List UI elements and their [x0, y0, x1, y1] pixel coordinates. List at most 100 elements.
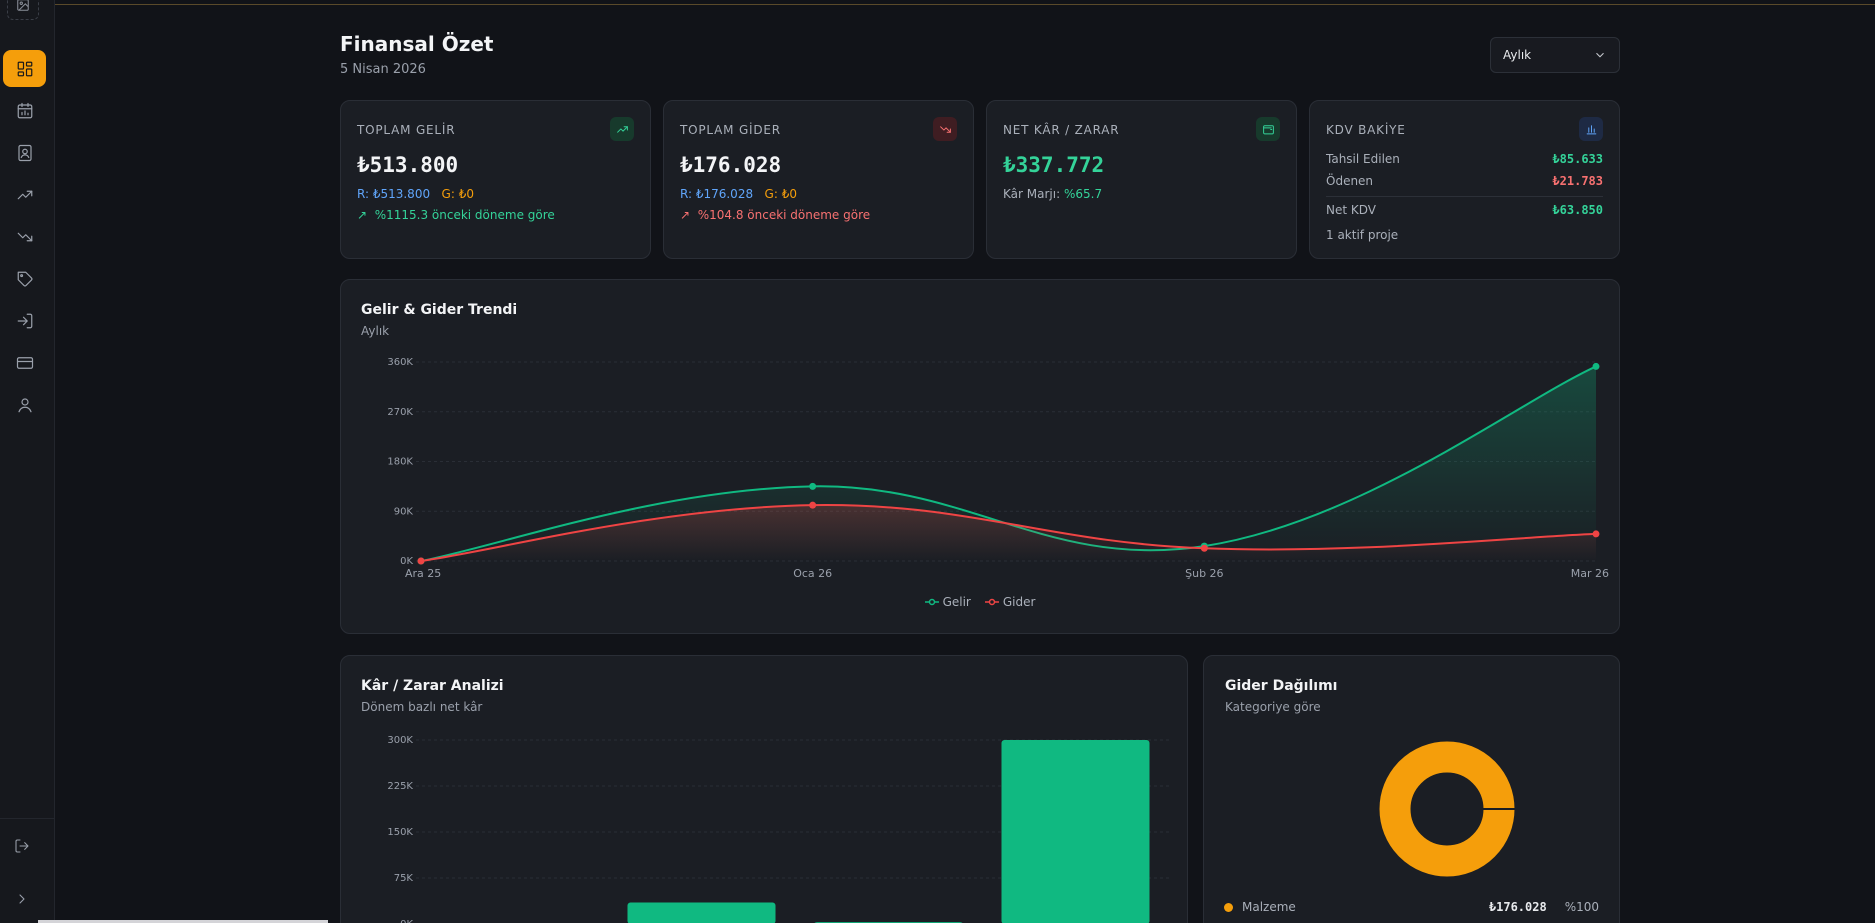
credit-card-icon[interactable] — [3, 344, 46, 381]
page-date: 5 Nisan 2026 — [340, 62, 426, 77]
pie-legend-item: Malzeme ₺176.028 %100 — [1224, 900, 1599, 914]
income-card: TOPLAM GELİR ₺513.800 R: ₺513.800 G: ₺0 … — [340, 100, 651, 259]
expense-distribution-subtitle: Kategoriye göre — [1225, 700, 1321, 714]
trend-x-tick: Şub 26 — [1185, 567, 1223, 580]
income-label: TOPLAM GELİR — [357, 123, 456, 137]
legend-item-gelir[interactable]: Gelir — [924, 595, 971, 609]
trend-chart-card: Gelir & Gider Trendi Aylık 0K 90K 180K 270K… — [340, 279, 1620, 634]
trend-line-gider — [420, 504, 1597, 562]
expense-distribution-title: Gider Dağılımı — [1225, 678, 1338, 694]
legend-item-gider[interactable]: Gider — [984, 595, 1036, 609]
arrow-up-right-icon: ↗ — [357, 208, 368, 222]
bar-y-tick: 75K — [394, 873, 414, 884]
logo-placeholder-icon[interactable] — [7, 0, 39, 20]
sidebar — [0, 0, 55, 923]
trending-down-icon — [933, 117, 957, 141]
trend-point-gider — [417, 557, 425, 565]
income-g: G: ₺0 — [441, 187, 474, 201]
profit-bar-chart: 0K 75K 150K 225K 300K — [387, 735, 1169, 923]
expense-label: TOPLAM GİDER — [680, 123, 781, 137]
net-profit-value: ₺337.772 — [1003, 153, 1105, 177]
trend-y-tick: 0K — [400, 556, 413, 567]
horizontal-scrollbar[interactable] — [38, 920, 328, 923]
chevron-down-icon — [1596, 52, 1604, 58]
pie-legend-value: ₺176.028 — [1488, 900, 1547, 914]
kdv-net-value: ₺63.850 — [1552, 203, 1603, 217]
profit-margin: Kâr Marjı: %65.7 — [1003, 187, 1102, 201]
bar-y-tick: 300K — [387, 735, 413, 746]
pie-legend-label: Malzeme — [1242, 900, 1296, 914]
pie-legend-pct: %100 — [1564, 900, 1599, 914]
trend-point-gider — [1200, 544, 1208, 552]
trending-up-icon[interactable] — [3, 176, 46, 213]
trend-chart-title: Gelir & Gider Trendi — [361, 302, 518, 318]
chevron-right-icon[interactable] — [12, 889, 32, 909]
kdv-card: KDV BAKİYE Tahsil Edilen ₺85.633 Ödenen … — [1309, 100, 1620, 259]
expense-donut-chart — [1379, 741, 1516, 877]
bar-y-tick: 0K — [400, 919, 413, 923]
arrow-up-right-icon: ↗ — [680, 208, 691, 222]
profit-margin-value: %65.7 — [1063, 187, 1103, 201]
net-profit-label: NET KÂR / ZARAR — [1003, 123, 1120, 137]
legend-dot-malzeme — [1224, 902, 1233, 912]
trend-point-gider — [809, 501, 817, 509]
kdv-projects: 1 aktif proje — [1326, 228, 1399, 242]
period-select-value: Aylık — [1503, 48, 1532, 62]
expense-trend-text: %104.8 önceki döneme göre — [697, 208, 871, 222]
page-title: Finansal Özet — [340, 32, 494, 56]
trending-up-icon — [610, 117, 634, 141]
kdv-collected-label: Tahsil Edilen — [1326, 152, 1400, 166]
income-trend-text: %1115.3 önceki döneme göre — [374, 208, 555, 222]
dashboard-icon[interactable] — [3, 50, 46, 87]
trend-y-tick: 270K — [387, 407, 413, 418]
kdv-collected-row: Tahsil Edilen ₺85.633 — [1326, 152, 1603, 166]
kdv-paid-value: ₺21.783 — [1552, 174, 1603, 188]
expense-g: G: ₺0 — [764, 187, 797, 201]
trend-y-tick: 360K — [387, 357, 413, 368]
trending-down-icon[interactable] — [3, 218, 46, 255]
bar-y-tick: 225K — [387, 781, 413, 792]
expense-trend: ↗ %104.8 önceki döneme göre — [680, 208, 870, 222]
trend-point-gider — [1592, 530, 1600, 538]
trend-chart-subtitle: Aylık — [361, 324, 390, 338]
contacts-book-icon[interactable] — [3, 134, 46, 171]
wallet-icon — [1256, 117, 1280, 141]
expense-breakdown: R: ₺176.028 G: ₺0 — [680, 187, 797, 201]
trend-y-tick: 180K — [387, 457, 413, 468]
legend-gider-icon — [984, 598, 999, 606]
period-select[interactable]: Aylık — [1490, 37, 1620, 73]
income-value: ₺513.800 — [357, 153, 459, 177]
user-icon[interactable] — [3, 386, 46, 423]
kdv-paid-row: Ödenen ₺21.783 — [1326, 174, 1603, 188]
income-breakdown: R: ₺513.800 G: ₺0 — [357, 187, 474, 201]
expense-value: ₺176.028 — [680, 153, 782, 177]
kdv-projects-row: 1 aktif proje — [1326, 228, 1603, 242]
expense-r: R: ₺176.028 — [680, 187, 754, 201]
kdv-label: KDV BAKİYE — [1326, 123, 1406, 137]
bar-chart-icon — [1579, 117, 1603, 141]
profit-analysis-subtitle: Dönem bazlı net kâr — [361, 700, 483, 714]
profit-bar — [1001, 740, 1150, 923]
net-profit-card: NET KÂR / ZARAR ₺337.772 Kâr Marjı: %65.… — [986, 100, 1297, 259]
sign-in-icon[interactable] — [3, 302, 46, 339]
trend-point-gelir — [1592, 362, 1600, 370]
calendar-chart-icon[interactable] — [3, 92, 46, 129]
kdv-divider — [1326, 196, 1603, 197]
profit-bar — [627, 902, 776, 923]
trend-point-gelir — [809, 482, 817, 490]
legend-gelir-label: Gelir — [942, 595, 971, 609]
sidebar-divider — [0, 818, 55, 819]
kdv-net-row: Net KDV ₺63.850 — [1326, 203, 1603, 217]
profit-margin-label: Kâr Marjı: — [1003, 187, 1061, 201]
logout-icon[interactable] — [12, 836, 32, 856]
profit-analysis-title: Kâr / Zarar Analizi — [361, 678, 504, 694]
trend-x-tick: Oca 26 — [793, 567, 832, 580]
trend-chart: 0K 90K 180K 270K 360K Ara 25 Oca 26 Şub 26 Mar 2… — [387, 357, 1609, 580]
kdv-net-label: Net KDV — [1326, 203, 1376, 217]
tag-icon[interactable] — [3, 260, 46, 297]
trend-y-tick: 90K — [394, 506, 414, 517]
trend-area-gider — [421, 505, 1596, 561]
trend-legend: Gelir Gider — [341, 595, 1619, 609]
expense-card: TOPLAM GİDER ₺176.028 R: ₺176.028 G: ₺0 … — [663, 100, 974, 259]
legend-gider-label: Gider — [1002, 595, 1036, 609]
